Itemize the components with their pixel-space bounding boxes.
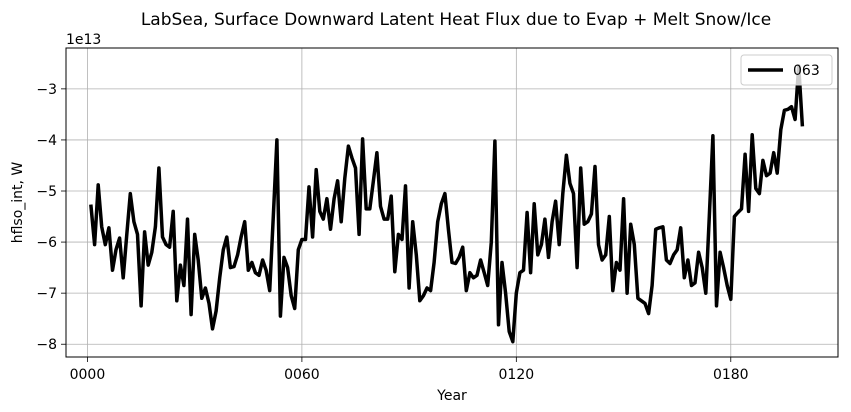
x-axis-ticks: 0000 0060 0120 0180 xyxy=(70,357,749,383)
x-axis-label: Year xyxy=(436,388,467,404)
x-tick-label: 0120 xyxy=(499,367,535,383)
x-tick-label: 0060 xyxy=(284,367,320,383)
series-line-063 xyxy=(89,64,805,344)
y-tick-label: −8 xyxy=(36,337,57,353)
chart-title: LabSea, Surface Downward Latent Heat Flu… xyxy=(141,10,771,30)
legend-entry-label: 063 xyxy=(793,63,820,79)
grid-lines xyxy=(66,48,838,357)
plot-frame xyxy=(65,47,839,358)
y-tick-label: −5 xyxy=(36,184,57,200)
y-axis-ticks: −8 −7 −6 −5 −4 −3 xyxy=(36,82,66,353)
y-tick-label: −6 xyxy=(36,235,57,251)
legend-box xyxy=(740,54,833,86)
y-tick-label: −3 xyxy=(36,82,57,98)
legend: 063 xyxy=(740,54,833,86)
y-offset-label: 1e13 xyxy=(66,32,101,48)
x-tick-label: 0180 xyxy=(713,367,749,383)
y-axis-label: hflso_int, W xyxy=(10,162,26,244)
y-tick-label: −7 xyxy=(36,286,57,302)
y-tick-label: −4 xyxy=(36,133,57,149)
x-tick-label: 0000 xyxy=(70,367,106,383)
series-group xyxy=(89,64,805,344)
